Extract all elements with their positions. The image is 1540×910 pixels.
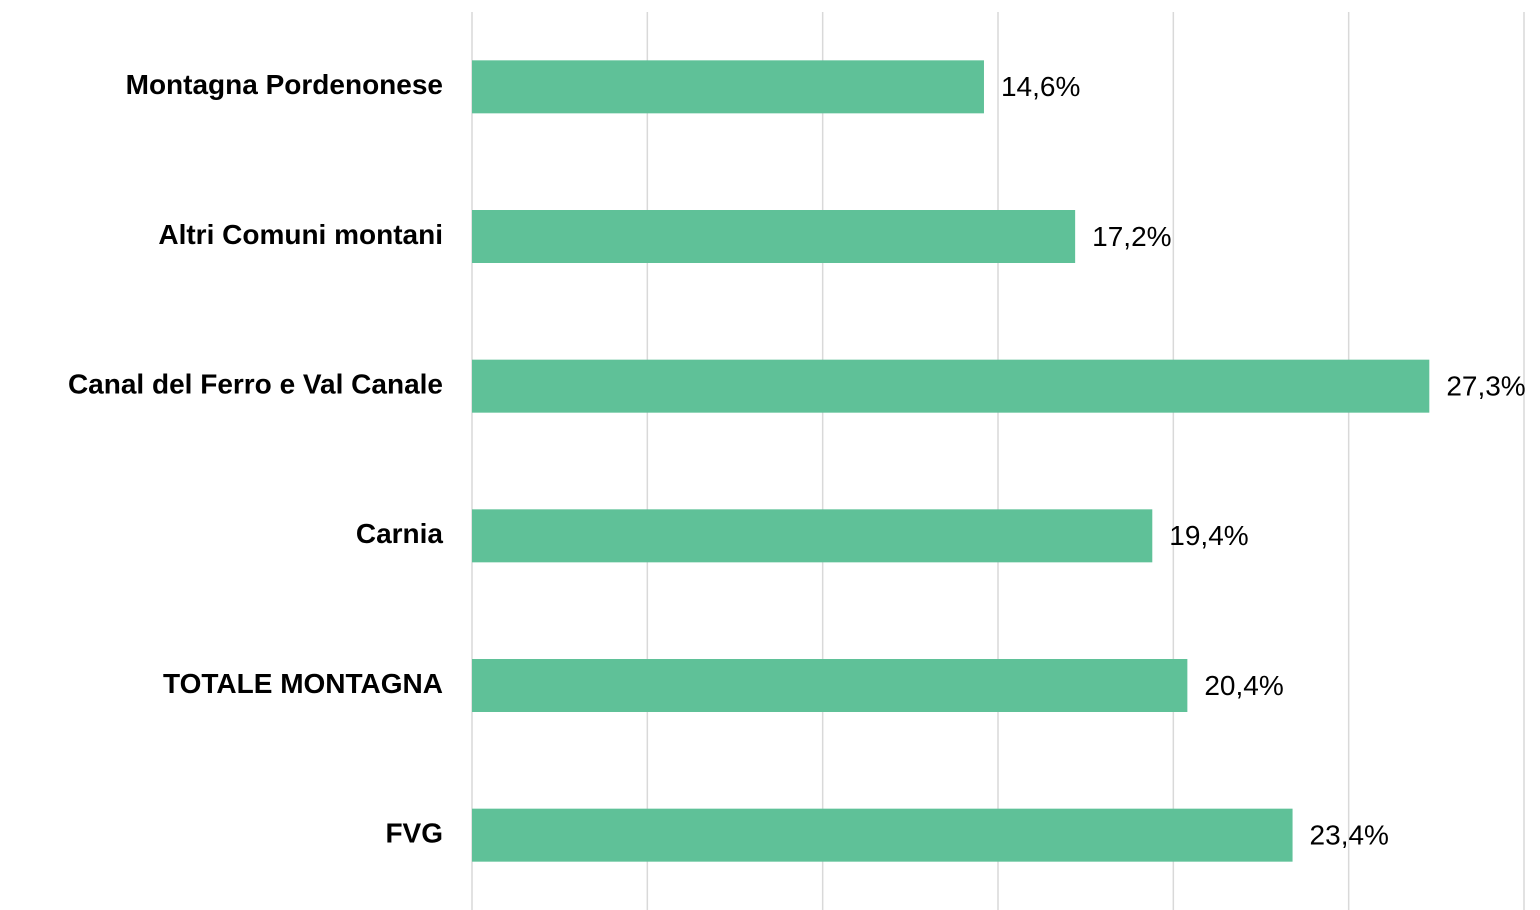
bar: [472, 509, 1153, 563]
value-label: 17,2%: [1092, 221, 1171, 252]
bar: [472, 210, 1076, 263]
value-label: 27,3%: [1446, 371, 1525, 402]
category-label: TOTALE MONTAGNA: [163, 668, 443, 699]
category-label: Canal del Ferro e Val Canale: [68, 369, 443, 400]
category-label: Carnia: [356, 518, 444, 549]
category-label: Altri Comuni montani: [158, 219, 443, 250]
value-label: 23,4%: [1310, 820, 1389, 851]
bar: [472, 659, 1188, 712]
category-label: FVG: [385, 818, 443, 849]
bar: [472, 60, 984, 114]
value-label: 20,4%: [1204, 670, 1283, 701]
value-label: 14,6%: [1001, 71, 1080, 102]
bar: [472, 808, 1293, 862]
value-label: 19,4%: [1169, 520, 1248, 551]
category-label: Montagna Pordenonese: [126, 69, 443, 100]
bar: [472, 359, 1430, 413]
